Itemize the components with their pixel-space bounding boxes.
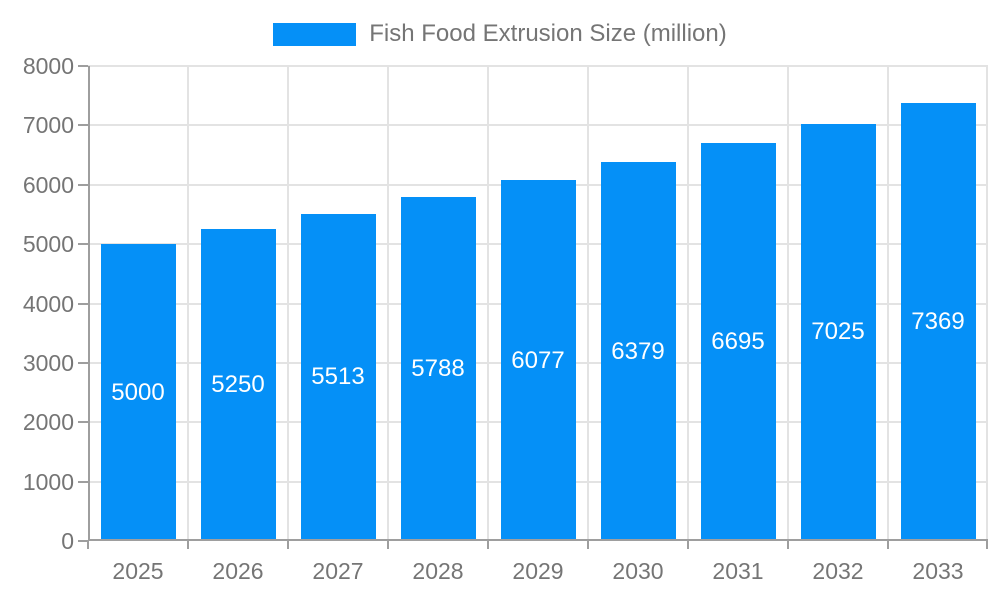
y-tick [78,243,88,246]
y-axis-label: 0 [61,528,74,554]
x-tick [587,541,589,549]
x-gridline [387,66,389,541]
x-tick [187,541,189,549]
y-tick [78,361,88,364]
x-axis-label: 2030 [612,558,664,584]
x-axis-line [88,539,988,541]
x-axis-label: 2028 [412,558,464,584]
x-axis-label: 2031 [712,558,764,584]
y-axis-label: 2000 [22,409,74,436]
bar-value-label: 5513 [311,363,365,391]
x-tick [487,541,489,549]
bar: 7025 [800,123,876,541]
bar: 7369 [900,103,976,541]
x-gridline [687,66,689,541]
y-tick [78,183,88,186]
x-axis-label: 2025 [112,558,164,584]
y-gridline [88,65,988,67]
y-gridline [88,124,988,127]
x-axis-label: 2029 [512,558,564,584]
x-gridline [787,66,789,541]
x-tick [787,541,789,549]
x-gridline [587,66,589,541]
x-tick [986,541,988,549]
x-gridline [287,66,289,541]
y-tick [78,65,88,67]
plot-area: 5000 5250 5513 5788 6077 6379 6695 7025 7369 [78,65,988,549]
y-axis-label: 4000 [22,290,74,317]
x-tick [387,541,389,549]
x-axis-label: 2032 [812,558,864,584]
bar-value-label: 5788 [411,355,465,383]
y-axis-label: 3000 [22,349,74,376]
y-tick [78,124,88,127]
y-axis-label: 6000 [22,171,74,198]
bar-value-label: 7369 [911,308,965,336]
legend-label: Fish Food Extrusion Size (million) [369,20,727,47]
y-axis-label: 7000 [22,112,74,139]
legend-swatch [273,22,357,46]
bar-value-label: 7025 [811,318,865,346]
y-axis-label: 8000 [22,53,74,79]
bar: 6379 [600,162,676,541]
bar-value-label: 5250 [211,371,265,399]
x-tick [87,541,89,549]
x-axis-label: 2027 [312,558,364,584]
legend[interactable]: Fish Food Extrusion Size (million) [0,20,1000,48]
y-axis-label: 1000 [22,468,74,495]
bar-value-label: 6077 [511,346,565,374]
bar: 5250 [200,229,276,541]
bar: 5513 [300,213,376,541]
y-tick [78,540,88,542]
bar: 6077 [500,180,576,541]
x-gridline [487,66,489,541]
bar: 6695 [700,143,776,541]
x-gridline [187,66,189,541]
y-tick [78,480,88,483]
y-axis-line [88,66,90,541]
x-gridline [986,66,988,541]
x-tick [887,541,889,549]
bar-value-label: 5000 [111,378,165,406]
x-tick [287,541,289,549]
bar: 5788 [400,197,476,541]
x-tick [687,541,689,549]
bar-value-label: 6695 [711,328,765,356]
bar: 5000 [100,244,176,541]
bar-value-label: 6379 [611,337,665,365]
x-gridline [887,66,889,541]
x-axis-label: 2026 [212,558,264,584]
y-tick [78,302,88,305]
x-axis-label: 2033 [912,558,964,584]
y-tick [78,421,88,424]
y-axis-label: 5000 [22,231,74,258]
